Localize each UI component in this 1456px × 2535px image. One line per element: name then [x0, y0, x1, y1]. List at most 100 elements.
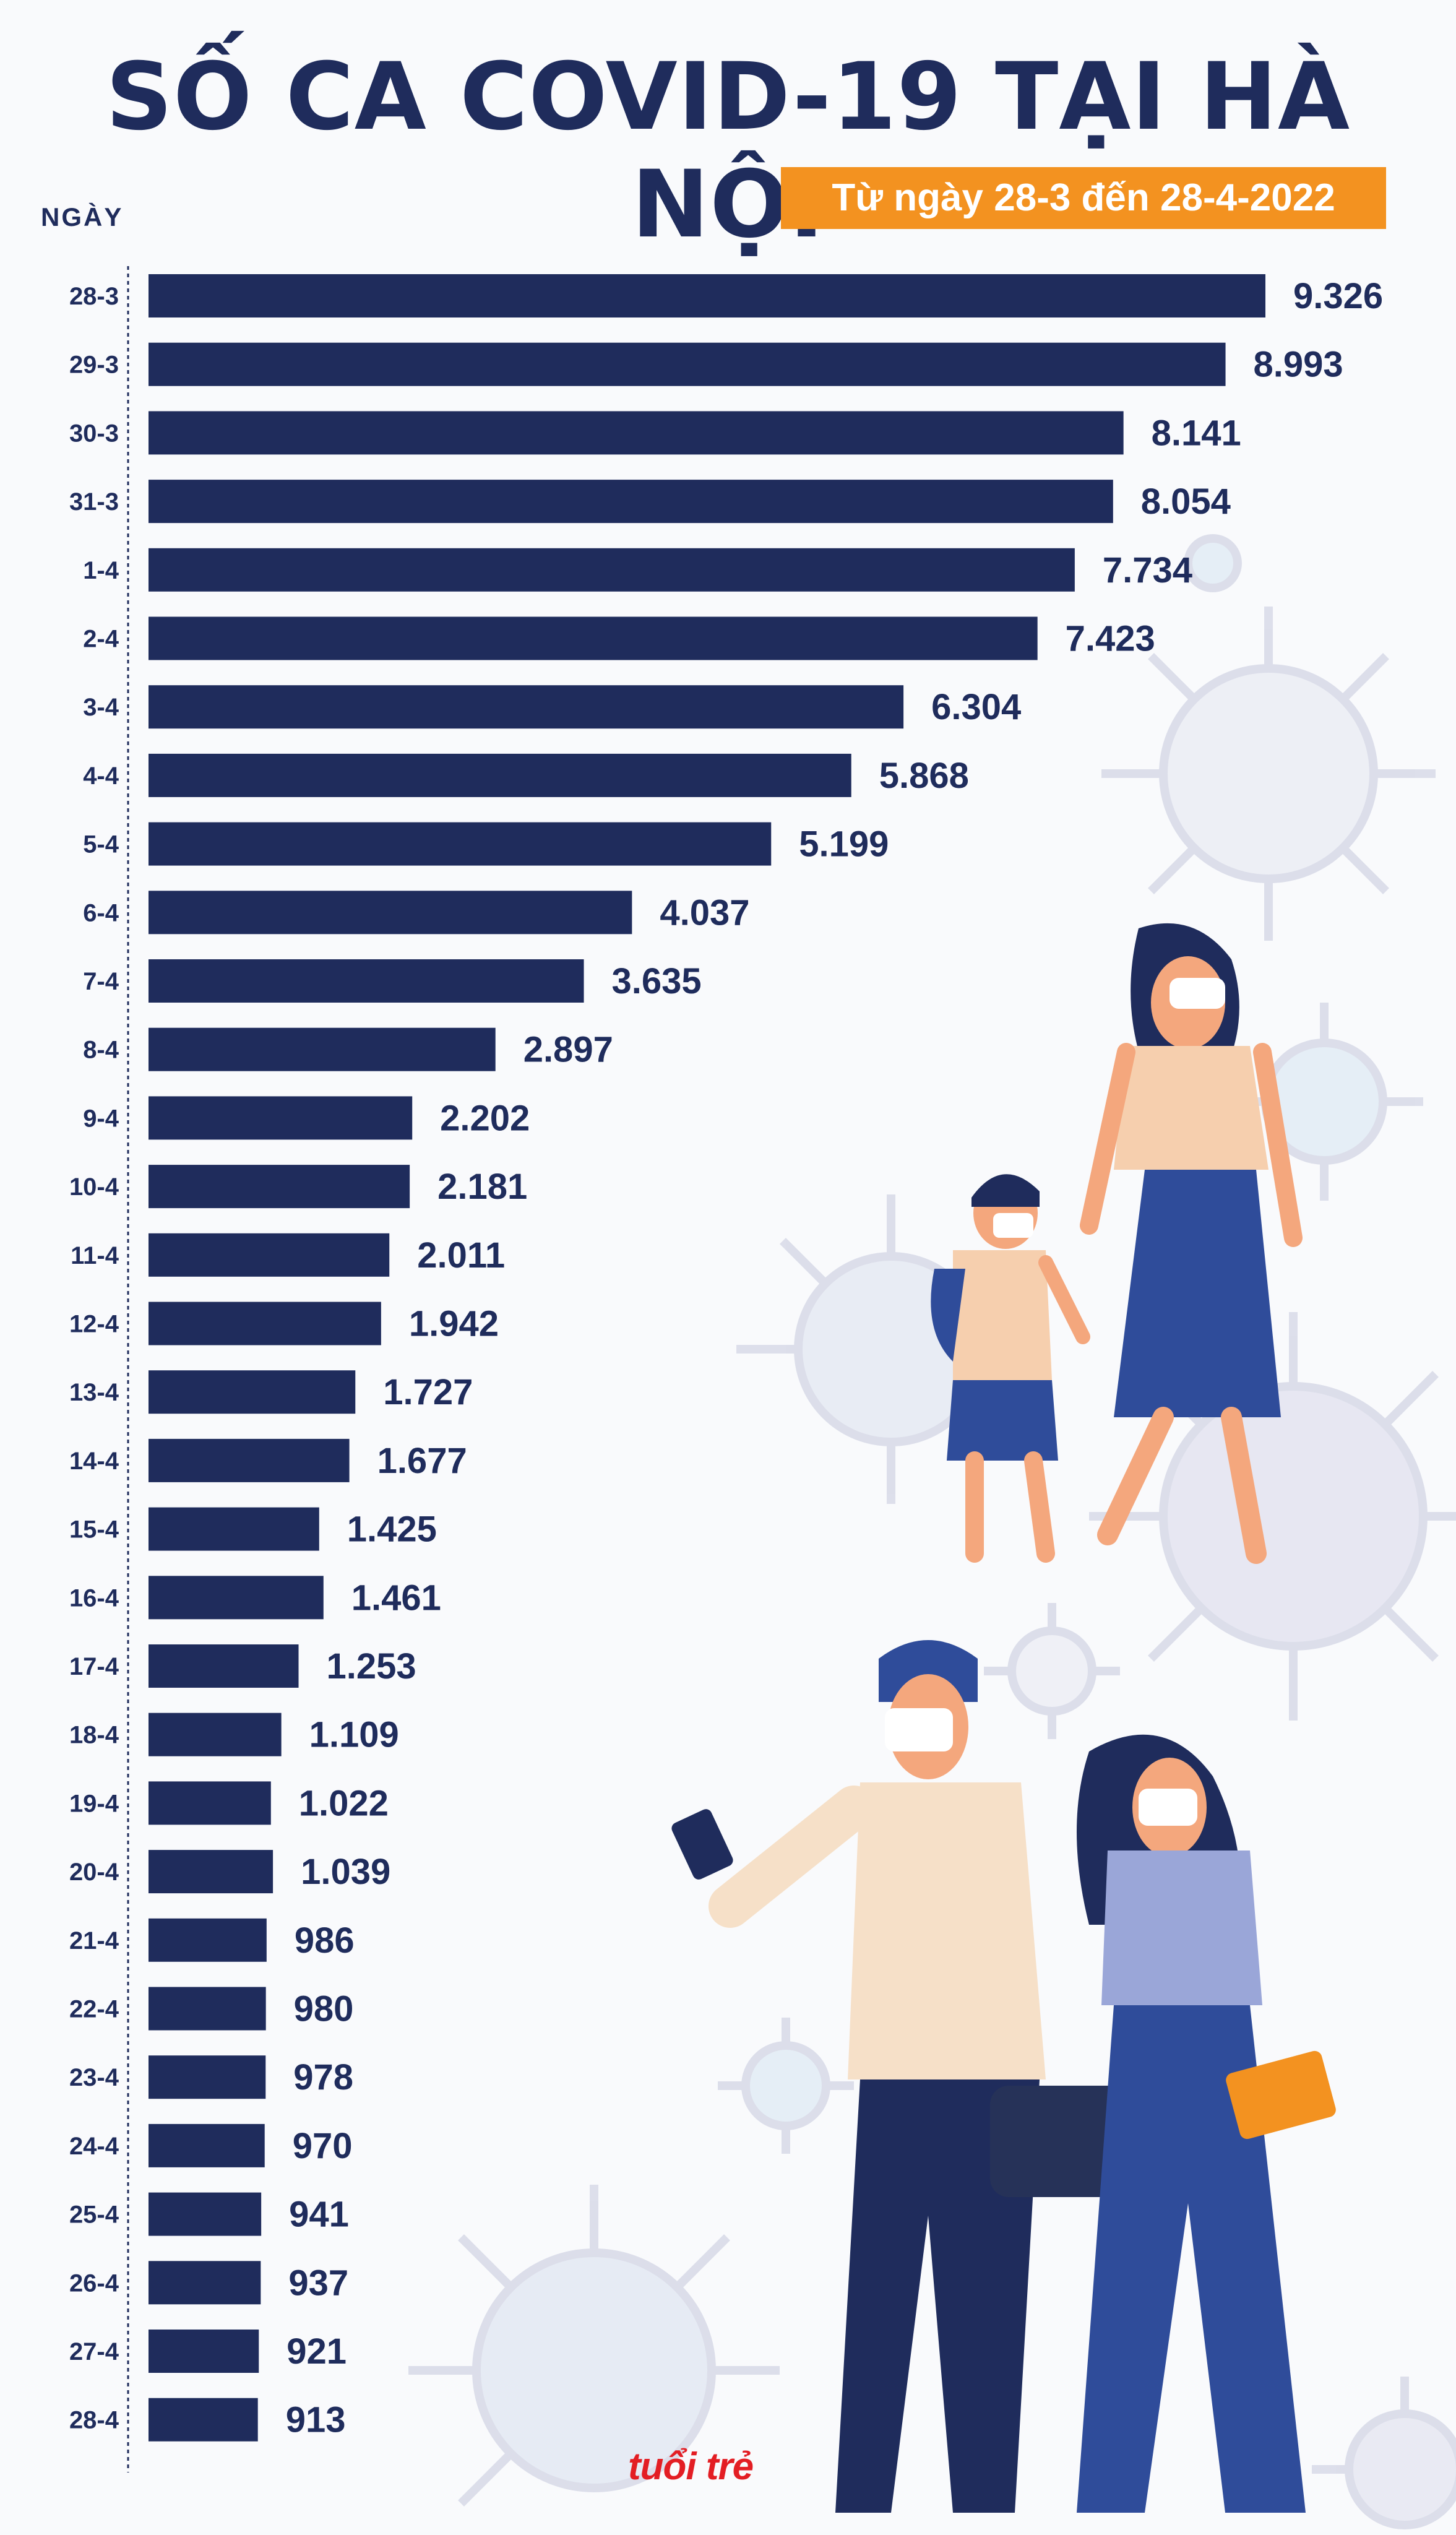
bar [149, 822, 772, 866]
virus-icon [1312, 2377, 1456, 2529]
bar [149, 1507, 319, 1551]
bar [149, 2123, 265, 2167]
category-label: 22-4 [69, 1996, 119, 2023]
category-label: 5-4 [83, 831, 119, 858]
bar [149, 411, 1124, 455]
woman-figure-icon [1080, 923, 1303, 1564]
value-label: 1.022 [299, 1783, 389, 1823]
virus-icon [1184, 534, 1242, 592]
value-label: 1.109 [309, 1715, 399, 1755]
value-label: 6.304 [931, 687, 1021, 727]
category-label: 17-4 [69, 1653, 119, 1680]
category-label: 10-4 [69, 1173, 119, 1201]
value-label: 1.677 [377, 1441, 467, 1481]
category-label: 9-4 [83, 1105, 119, 1132]
category-label: 8-4 [83, 1037, 119, 1064]
bar [149, 1438, 350, 1482]
bar [149, 2261, 261, 2305]
value-label: 2.202 [440, 1098, 530, 1138]
category-label: 18-4 [69, 1722, 119, 1749]
value-label: 2.181 [437, 1167, 527, 1207]
category-label: 14-4 [69, 1448, 119, 1475]
value-label: 1.942 [409, 1304, 499, 1344]
value-label: 8.141 [1152, 413, 1241, 453]
bar [149, 616, 1038, 660]
value-label: 1.461 [351, 1578, 441, 1618]
category-label: 13-4 [69, 1379, 119, 1406]
value-label: 986 [295, 1920, 355, 1961]
virus-icon [718, 2018, 854, 2154]
virus-icon [408, 2185, 780, 2507]
child-figure-icon [931, 1174, 1090, 1563]
category-label: 28-4 [69, 2407, 119, 2434]
category-label: 7-4 [83, 968, 119, 995]
category-label: 21-4 [69, 1927, 119, 1954]
bar [149, 2330, 259, 2373]
category-label: 31-3 [69, 488, 119, 516]
bar [149, 480, 1113, 524]
bar [149, 891, 632, 935]
bar [149, 2398, 258, 2442]
value-label: 2.897 [523, 1030, 613, 1070]
value-label: 970 [293, 2126, 353, 2166]
category-label: 3-4 [83, 694, 119, 721]
category-label: 23-4 [69, 2064, 119, 2091]
virus-icon [1101, 607, 1436, 941]
bar [149, 1712, 282, 1756]
bar [149, 1644, 299, 1688]
category-label: 28-3 [69, 283, 119, 310]
value-label: 1.425 [347, 1509, 437, 1550]
value-label: 7.423 [1066, 619, 1155, 659]
bar [149, 342, 1226, 386]
category-label: 2-4 [83, 626, 119, 653]
value-label: 941 [289, 2195, 349, 2235]
value-label: 937 [288, 2263, 348, 2303]
bar [149, 685, 904, 729]
value-label: 2.011 [417, 1235, 505, 1276]
category-label: 11-4 [71, 1242, 119, 1269]
bar [149, 1850, 274, 1894]
category-label: 4-4 [83, 762, 119, 790]
bar [149, 1987, 266, 2031]
value-label: 978 [293, 2057, 353, 2097]
category-label: 20-4 [69, 1859, 119, 1886]
bar [149, 1096, 413, 1140]
category-label: 29-3 [69, 352, 119, 379]
virus-icon [984, 1603, 1120, 1739]
category-label: 16-4 [69, 1584, 119, 1612]
value-label: 3.635 [612, 961, 702, 1001]
bar [149, 1370, 356, 1414]
category-label: 12-4 [69, 1311, 119, 1338]
date-range-badge: Từ ngày 28-3 đến 28-4-2022 [781, 167, 1386, 229]
category-label: 24-4 [69, 2133, 119, 2160]
axis-label-date: NGÀY [41, 202, 124, 231]
bar [149, 2192, 262, 2236]
category-label: 15-4 [69, 1516, 119, 1544]
value-label: 4.037 [660, 892, 749, 933]
bar [149, 1918, 267, 1962]
bar [149, 959, 584, 1003]
value-label: 913 [286, 2400, 346, 2440]
bar [149, 1302, 381, 1345]
bar [149, 2055, 266, 2099]
value-label: 7.734 [1103, 550, 1192, 590]
bar [149, 1027, 496, 1071]
value-label: 921 [286, 2331, 347, 2372]
category-label: 1-4 [83, 557, 119, 584]
bar [149, 1165, 410, 1209]
value-label: 5.868 [879, 756, 969, 796]
bar [149, 1781, 271, 1825]
bar [149, 1233, 390, 1277]
value-label: 1.253 [327, 1646, 416, 1686]
woman-with-bag-icon [1077, 1734, 1336, 2513]
category-label: 26-4 [69, 2269, 119, 2297]
value-label: 8.054 [1141, 482, 1231, 522]
bar [149, 548, 1075, 592]
category-label: 25-4 [69, 2201, 119, 2229]
value-label: 1.727 [383, 1372, 473, 1412]
category-label: 19-4 [69, 1790, 119, 1817]
category-label: 6-4 [83, 899, 119, 926]
man-figure-icon [671, 1640, 1163, 2513]
